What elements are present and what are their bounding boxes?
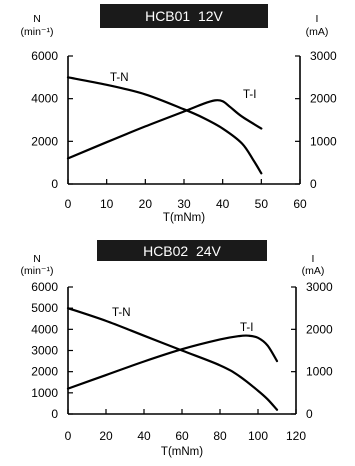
chart-title: HCB02 24V bbox=[143, 243, 221, 259]
chart-title-box bbox=[100, 4, 268, 28]
left-tick-label: 0 bbox=[51, 177, 58, 191]
left-tick-label: 6000 bbox=[31, 280, 58, 294]
x-tick-label: 0 bbox=[65, 197, 72, 211]
chart-title: HCB01 12V bbox=[145, 8, 223, 24]
left-tick-label: 4000 bbox=[31, 92, 58, 106]
x-tick-label: 40 bbox=[216, 197, 230, 211]
series-label-t-n: T-N bbox=[110, 72, 129, 84]
x-tick-label: 20 bbox=[99, 429, 113, 443]
left-tick-label: 5000 bbox=[31, 301, 58, 315]
right-tick-label: 3000 bbox=[310, 49, 337, 63]
series-label-t-n: T-N bbox=[112, 307, 131, 319]
x-tick-label: 50 bbox=[255, 197, 269, 211]
x-tick-label: 100 bbox=[248, 429, 268, 443]
chart-1: HCB01 12V N(min⁻¹) I(mA) 0 2000 4000 6000 0 1000… bbox=[21, 4, 337, 224]
left-axis-unit: (min⁻¹) bbox=[21, 26, 54, 38]
x-tick-label: 60 bbox=[293, 197, 307, 211]
series-label-t-i: T-I bbox=[243, 89, 256, 101]
left-tick-label: 1000 bbox=[31, 386, 58, 400]
series-line-t-n bbox=[66, 307, 279, 411]
left-tick-label: 3000 bbox=[31, 344, 58, 358]
right-axis-unit: (mA) bbox=[302, 265, 325, 277]
left-tick-label: 2000 bbox=[31, 134, 58, 148]
x-tick-label: 0 bbox=[65, 429, 72, 443]
x-tick-label: 20 bbox=[139, 197, 153, 211]
right-axis-label: I bbox=[312, 253, 315, 265]
right-tick-label: 1000 bbox=[306, 365, 333, 379]
x-tick-label: 80 bbox=[213, 429, 227, 443]
x-axis-label: T(mNm) bbox=[161, 446, 203, 458]
x-axis-label: T(mNm) bbox=[163, 212, 205, 224]
left-tick-label: 6000 bbox=[31, 49, 58, 63]
right-tick-label: 2000 bbox=[306, 322, 333, 336]
series-line-t-i bbox=[66, 99, 263, 160]
left-axis-label: N bbox=[33, 13, 41, 25]
right-tick-label: 0 bbox=[306, 407, 313, 421]
x-tick-label: 40 bbox=[137, 429, 151, 443]
x-tick-label: 10 bbox=[100, 197, 114, 211]
left-tick-label: 4000 bbox=[31, 322, 58, 336]
left-axis-label: N bbox=[33, 253, 41, 265]
series-line-t-n bbox=[66, 76, 263, 175]
right-tick-label: 2000 bbox=[310, 92, 337, 106]
left-tick-label: 0 bbox=[51, 407, 58, 421]
right-tick-label: 3000 bbox=[306, 280, 333, 294]
left-tick-label: 2000 bbox=[31, 365, 58, 379]
series-line-t-i bbox=[66, 334, 279, 390]
right-tick-label: 1000 bbox=[310, 134, 337, 148]
left-axis-unit: (min⁻¹) bbox=[21, 265, 54, 277]
x-tick-label: 60 bbox=[175, 429, 189, 443]
x-tick-label: 120 bbox=[286, 429, 306, 443]
chart-2: HCB02 24VN(min⁻¹)I(mA)010002000300040005… bbox=[21, 240, 333, 458]
series-label-t-i: T-I bbox=[240, 322, 253, 334]
chart-title-box bbox=[97, 240, 267, 261]
right-axis-unit: (mA) bbox=[306, 26, 329, 38]
right-tick-label: 0 bbox=[310, 177, 317, 191]
x-tick-label: 30 bbox=[177, 197, 191, 211]
right-axis-label: I bbox=[316, 13, 319, 25]
